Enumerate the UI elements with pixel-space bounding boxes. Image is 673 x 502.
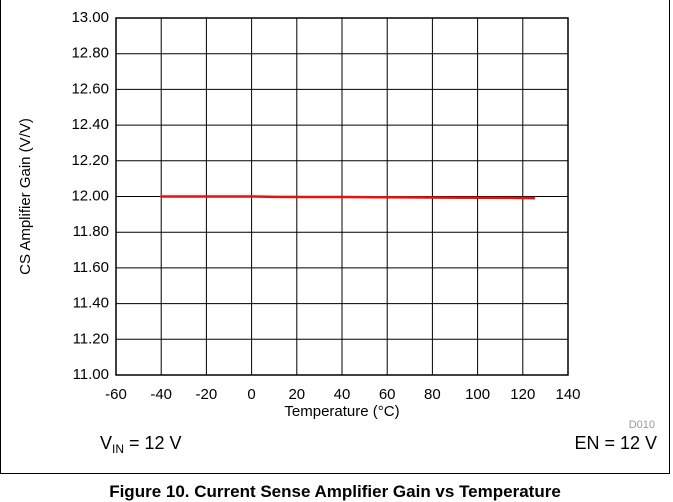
series-layer	[159, 195, 536, 200]
y-tick-label: 11.60	[73, 259, 109, 276]
y-tick-label: 13.00	[71, 9, 109, 26]
vin-subscript: IN	[112, 442, 125, 456]
y-tick-label: 11.20	[73, 330, 109, 347]
figure-frame	[0, 0, 670, 474]
x-tick-label: 80	[424, 386, 441, 403]
chart: 11.00 11.20 11.40 11.60 11.80 12.00 12.20 12.40…	[17, 9, 655, 430]
y-tick-label: 11.80	[73, 223, 109, 240]
y-tick-label: 12.60	[71, 80, 109, 97]
x-tick-label: 0	[247, 386, 255, 403]
y-tick-label: 11.40	[73, 295, 109, 312]
grid	[116, 18, 568, 375]
plot-border	[115, 17, 569, 376]
vin-condition: VIN = 12 V	[100, 433, 182, 456]
y-tick-label: 12.20	[71, 152, 109, 169]
y-tick-label: 11.00	[73, 366, 109, 383]
x-tick-label: -20	[196, 386, 218, 403]
y-axis-ticks: 11.00 11.20 11.40 11.60 11.80 12.00 12.20 12.40…	[71, 9, 109, 383]
x-tick-label: 60	[379, 386, 396, 403]
figure-code: D010	[629, 419, 655, 430]
x-tick-label: 40	[334, 386, 351, 403]
x-axis-label: Temperature (°C)	[284, 403, 399, 420]
x-tick-label: 140	[555, 386, 580, 403]
x-tick-label: 20	[288, 386, 305, 403]
y-axis-label: CS Amplifier Gain (V/V)	[17, 118, 34, 275]
series-line	[159, 195, 536, 200]
vin-value: = 12 V	[124, 433, 182, 453]
x-tick-label: -60	[105, 386, 127, 403]
x-tick-label: -40	[150, 386, 172, 403]
y-tick-label: 12.80	[71, 45, 109, 62]
en-condition: EN = 12 V	[574, 433, 657, 453]
vin-symbol: V	[100, 433, 113, 453]
y-tick-label: 12.40	[71, 116, 109, 133]
y-tick-label: 12.00	[71, 187, 109, 204]
x-tick-label: 100	[465, 386, 490, 403]
x-tick-label: 120	[510, 386, 535, 403]
figure-caption: Figure 10. Current Sense Amplifier Gain …	[109, 482, 561, 501]
x-axis-ticks: -60 -40 -20 0 20 40 60 80 100 120 140	[105, 386, 580, 403]
